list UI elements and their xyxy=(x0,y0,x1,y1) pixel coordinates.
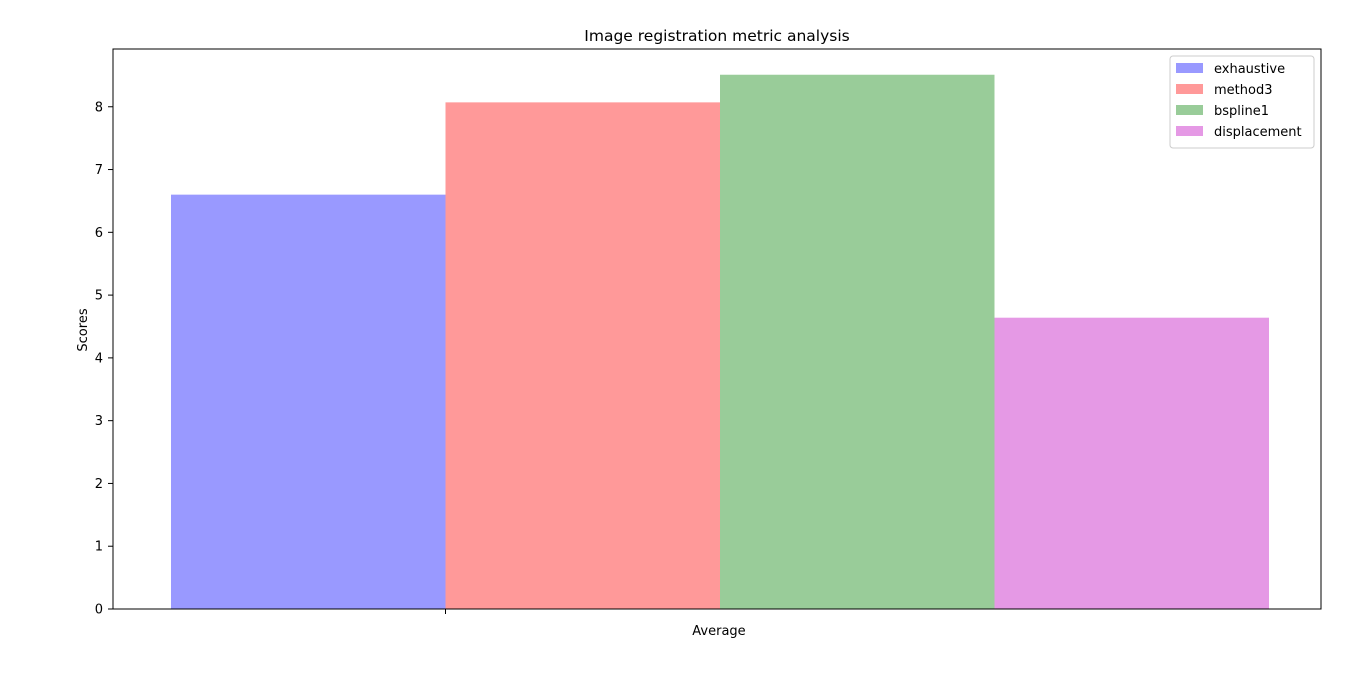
legend-label-method3: method3 xyxy=(1214,83,1272,98)
bars-group xyxy=(171,74,1269,610)
legend-label-exhaustive: exhaustive xyxy=(1214,62,1285,77)
legend-swatch-displacement xyxy=(1176,126,1203,136)
y-tick-label: 0 xyxy=(95,603,103,618)
bar-bspline1 xyxy=(720,74,995,609)
legend-swatch-exhaustive xyxy=(1176,63,1203,73)
y-tick-label: 1 xyxy=(95,540,103,555)
bar-displacement xyxy=(994,317,1269,609)
legend-box xyxy=(1169,55,1315,149)
y-axis-ticks: 0 1 2 3 4 5 6 7 8 xyxy=(95,100,113,618)
x-tick-label: Average xyxy=(692,624,745,639)
y-tick-label: 2 xyxy=(95,477,103,492)
y-axis-label: Scores xyxy=(76,308,91,351)
legend-swatch-method3 xyxy=(1176,84,1203,94)
y-tick-label: 7 xyxy=(95,163,103,178)
x-axis-ticks: Average xyxy=(445,609,746,639)
chart-title: Image registration metric analysis xyxy=(584,27,849,45)
legend-label-bspline1: bspline1 xyxy=(1214,104,1269,119)
y-tick-label: 8 xyxy=(95,100,103,115)
y-tick-label: 3 xyxy=(95,414,103,429)
bar-method3 xyxy=(445,102,720,610)
bar-exhaustive xyxy=(171,194,446,610)
y-tick-label: 4 xyxy=(95,351,103,366)
plot-area-frame xyxy=(112,48,1322,610)
y-tick-label: 5 xyxy=(95,289,103,304)
legend-swatch-bspline1 xyxy=(1176,105,1203,115)
legend: exhaustive method3 bspline1 displacement xyxy=(1169,55,1315,149)
legend-label-displacement: displacement xyxy=(1214,125,1302,140)
y-tick-label: 6 xyxy=(95,226,103,241)
